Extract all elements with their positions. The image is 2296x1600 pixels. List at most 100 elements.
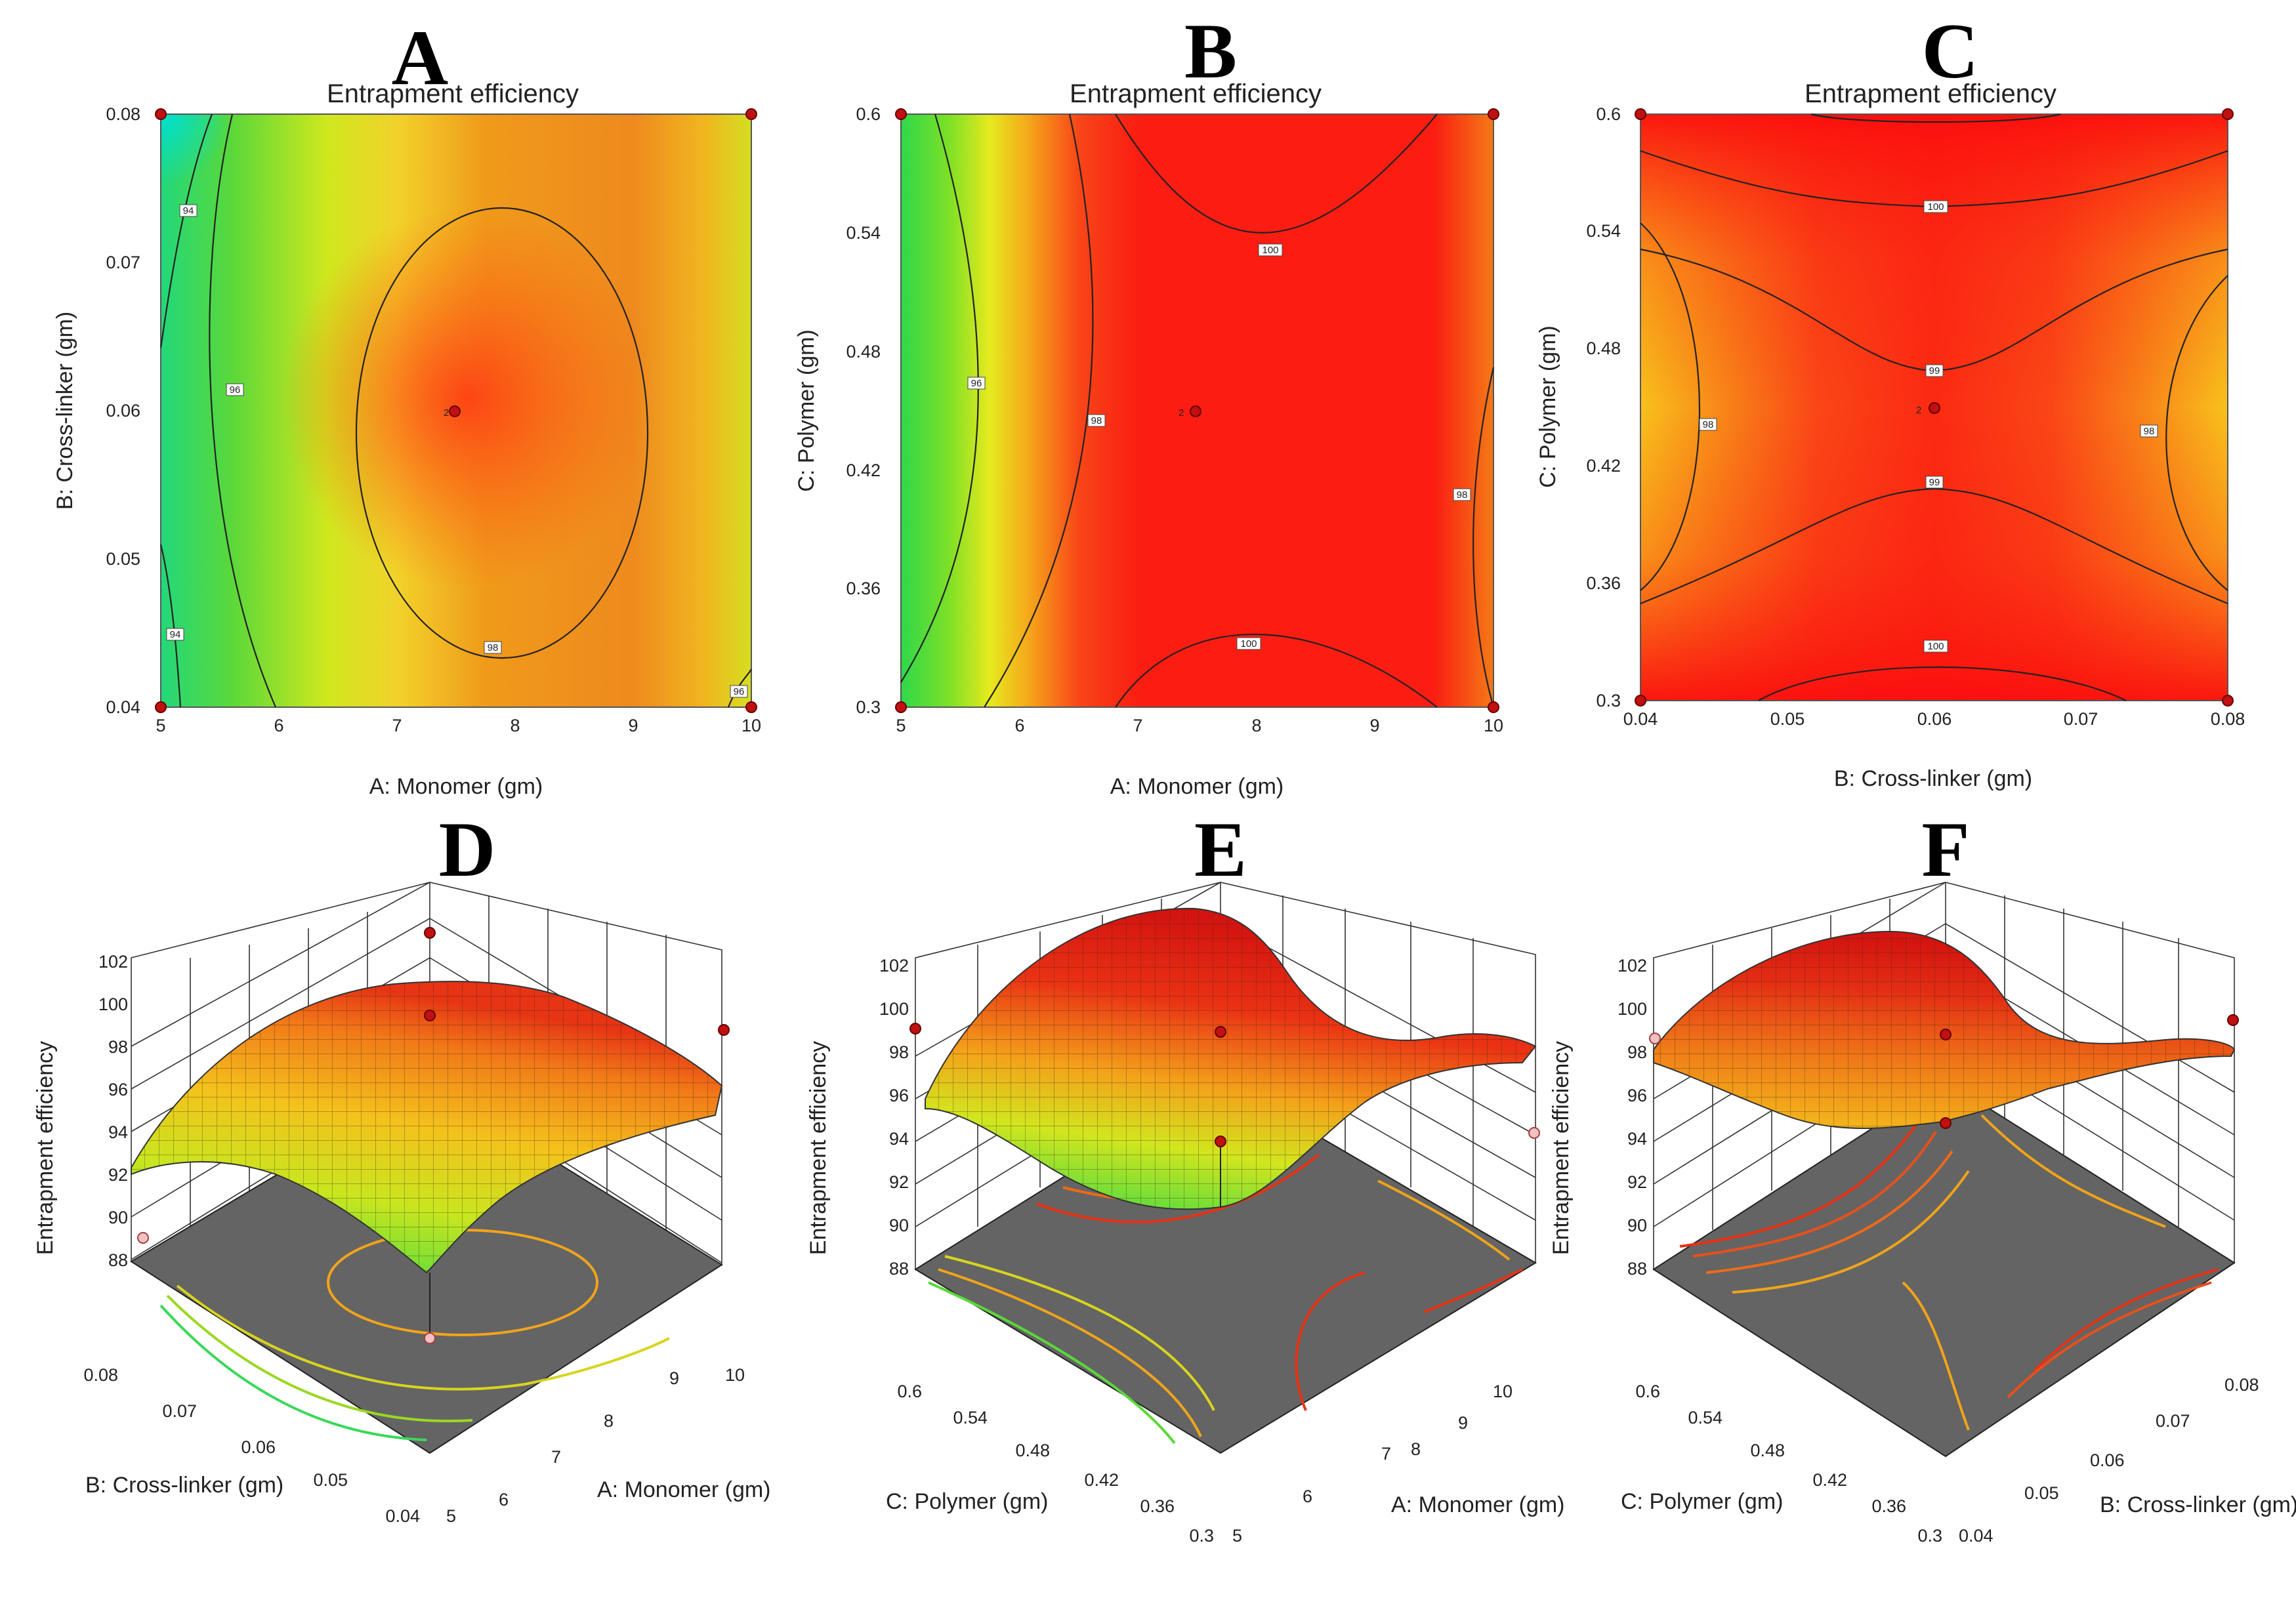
svg-text:0.07: 0.07: [2156, 1411, 2190, 1431]
y-axis-label-c: C: Polymer (gm): [1535, 325, 1560, 487]
svg-text:0.08: 0.08: [83, 1365, 118, 1385]
svg-text:0.36: 0.36: [1586, 573, 1621, 593]
svg-text:0.36: 0.36: [1871, 1496, 1906, 1516]
svg-text:96: 96: [230, 384, 241, 396]
panel-f: F 88 90 92 94: [1549, 806, 2296, 1546]
svg-text:0.3: 0.3: [1917, 1526, 1942, 1546]
svg-text:0.48: 0.48: [1750, 1441, 1785, 1460]
svg-text:7: 7: [551, 1447, 561, 1467]
svg-text:8: 8: [510, 716, 520, 735]
svg-text:0.42: 0.42: [846, 461, 881, 480]
design-points-a: 2: [155, 108, 757, 713]
svg-text:94: 94: [183, 205, 194, 216]
svg-text:6: 6: [274, 716, 283, 735]
svg-text:92: 92: [1627, 1172, 1647, 1192]
svg-text:0.08: 0.08: [2211, 709, 2245, 729]
svg-text:99: 99: [1929, 365, 1940, 377]
left-ticks-d: 0.08 0.07 0.06 0.05 0.04: [83, 1365, 420, 1526]
z-ticks-f: 88 90 92 94 96 98 100 102: [1618, 956, 1647, 1279]
contour-lines-a: [159, 113, 752, 708]
svg-text:0.6: 0.6: [897, 1382, 922, 1401]
right-axis-label-d: A: Monomer (gm): [597, 1477, 771, 1502]
z-ticks-e: 88 90 92 94 96 98 100 102: [879, 956, 909, 1279]
svg-text:10: 10: [1493, 1382, 1513, 1401]
svg-text:100: 100: [1927, 641, 1944, 652]
left-axis-label-d: B: Cross-linker (gm): [85, 1473, 283, 1498]
y-axis-label-b: C: Polymer (gm): [794, 329, 819, 491]
panel-letter-b: B: [1184, 7, 1237, 94]
svg-text:102: 102: [1618, 956, 1647, 975]
observed-points-f: [1649, 1014, 2239, 1129]
svg-text:0.08: 0.08: [2224, 1375, 2259, 1395]
svg-text:90: 90: [889, 1216, 909, 1235]
right-axis-label-f: B: Cross-linker (gm): [2100, 1492, 2296, 1517]
right-ticks-d: 5 6 7 8 9 10: [446, 1365, 745, 1526]
chart-title-b: Entrapment efficiency: [1070, 79, 1322, 108]
svg-text:10: 10: [1484, 716, 1503, 735]
panel-d: D 88 90 92 94 96: [33, 806, 771, 1526]
svg-text:0.04: 0.04: [1623, 709, 1658, 729]
panel-b: B Entrapment efficiency 96 98 100 100 98: [794, 7, 1503, 799]
svg-text:0.07: 0.07: [2064, 709, 2098, 729]
svg-text:0.6: 0.6: [1635, 1382, 1660, 1401]
floor-contours-e: [928, 1140, 1523, 1445]
svg-text:10: 10: [725, 1365, 745, 1385]
left-axis-label-f: C: Polymer (gm): [1621, 1489, 1783, 1514]
svg-text:90: 90: [108, 1208, 128, 1227]
svg-text:8: 8: [604, 1411, 614, 1431]
svg-text:100: 100: [98, 995, 128, 1014]
svg-text:7: 7: [392, 716, 402, 735]
svg-text:0.54: 0.54: [846, 223, 881, 243]
svg-text:88: 88: [1627, 1259, 1647, 1279]
svg-text:0.04: 0.04: [106, 697, 140, 717]
svg-text:0.07: 0.07: [162, 1401, 197, 1421]
svg-text:0.3: 0.3: [1189, 1526, 1214, 1546]
z-axis-label-f: Entrapment efficiency: [1549, 1041, 1574, 1255]
svg-text:98: 98: [488, 642, 499, 653]
svg-text:96: 96: [108, 1080, 128, 1099]
svg-text:5: 5: [156, 716, 165, 735]
svg-text:94: 94: [170, 629, 181, 640]
svg-text:94: 94: [889, 1129, 909, 1149]
svg-text:2: 2: [1179, 407, 1184, 419]
z-axis-label-d: Entrapment efficiency: [33, 1041, 58, 1255]
right-ticks-f: 0.04 0.05 0.06 0.07 0.08: [1959, 1375, 2259, 1546]
svg-text:0.3: 0.3: [1596, 691, 1621, 710]
panel-letter-d: D: [439, 806, 496, 893]
svg-text:100: 100: [879, 999, 909, 1019]
svg-text:5: 5: [1232, 1526, 1242, 1546]
svg-text:0.08: 0.08: [106, 104, 140, 124]
svg-text:100: 100: [1927, 201, 1944, 213]
svg-text:96: 96: [734, 686, 745, 697]
svg-text:0.05: 0.05: [313, 1470, 348, 1490]
svg-text:0.6: 0.6: [1596, 104, 1621, 124]
panel-letter-a: A: [392, 14, 449, 101]
svg-text:0.48: 0.48: [846, 342, 881, 361]
x-axis-label-b: A: Monomer (gm): [1110, 774, 1284, 799]
svg-text:0.42: 0.42: [1586, 456, 1621, 476]
svg-text:99: 99: [1929, 477, 1940, 488]
svg-text:92: 92: [889, 1172, 909, 1192]
svg-text:7: 7: [1381, 1444, 1391, 1464]
svg-text:6: 6: [1303, 1487, 1312, 1506]
floor-contours-d: [159, 1229, 670, 1441]
x-ticks-c: 0.04 0.05 0.06 0.07 0.08: [1623, 709, 2245, 729]
contour-labels-b: 96 98 100 100 98: [967, 243, 1471, 650]
svg-text:0.06: 0.06: [106, 401, 140, 421]
svg-text:9: 9: [1369, 716, 1379, 735]
panel-c: C Entrapment efficiency 100 99 98 98 99: [1535, 7, 2245, 791]
svg-text:102: 102: [98, 952, 128, 972]
x-ticks-b: 5 6 7 8 9 10: [896, 716, 1503, 735]
svg-text:0.48: 0.48: [1586, 338, 1621, 358]
svg-text:0.3: 0.3: [856, 697, 881, 717]
svg-text:0.05: 0.05: [106, 549, 140, 569]
svg-text:100: 100: [1262, 245, 1278, 256]
svg-text:100: 100: [1240, 638, 1257, 649]
svg-text:0.06: 0.06: [1917, 709, 1952, 729]
svg-text:88: 88: [108, 1250, 128, 1270]
x-axis-label-c: B: Cross-linker (gm): [1834, 766, 2032, 791]
x-ticks-a: 5 6 7 8 9 10: [156, 716, 761, 735]
svg-text:96: 96: [889, 1086, 909, 1105]
